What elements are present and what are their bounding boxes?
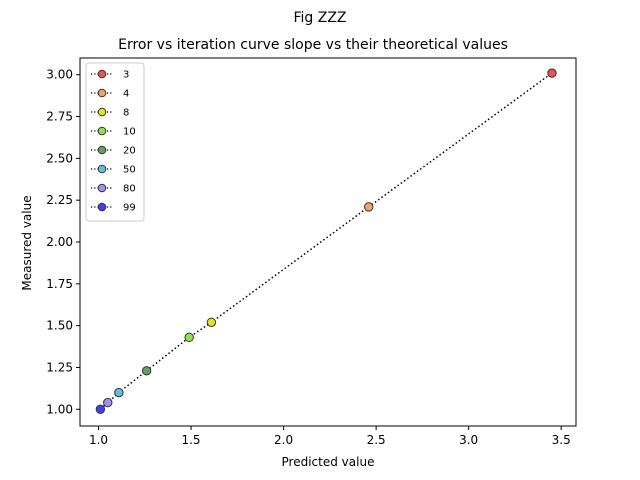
x-tick-label: 2.0 <box>274 433 293 447</box>
chart-suptitle: Fig ZZZ <box>293 10 346 26</box>
data-point-20 <box>141 366 152 376</box>
x-axis-label: Predicted value <box>282 455 375 469</box>
x-tick-label: 2.5 <box>367 433 386 447</box>
x-tick-label: 3.0 <box>459 433 478 447</box>
legend-box <box>85 62 145 222</box>
data-point-4 <box>364 202 374 212</box>
x-tick-label: 3.5 <box>552 433 571 447</box>
y-tick-label: 1.25 <box>46 360 73 374</box>
data-point-80 <box>103 397 113 408</box>
legend-marker-80 <box>97 183 107 193</box>
plot-area: 1.0 1.5 2.0 2.5 3.0 3.5 1.00 1.25 1.50 1.75 2.00 2.… <box>46 57 577 447</box>
legend-label-10: 10 <box>123 127 136 138</box>
legend-label-99: 99 <box>123 203 136 214</box>
data-point-50 <box>114 387 124 398</box>
x-tick-label: 1.5 <box>181 433 200 447</box>
y-tick-label: 1.00 <box>46 402 73 416</box>
legend-label-80: 80 <box>123 184 136 195</box>
y-tick-label: 2.50 <box>46 151 73 165</box>
y-axis-label: Measured value <box>20 195 34 290</box>
data-point-8 <box>206 317 217 327</box>
y-tick-label: 2.00 <box>46 235 73 249</box>
y-tick-label: 2.25 <box>46 193 73 207</box>
legend-label-8: 8 <box>123 108 129 119</box>
legend-marker-3 <box>97 69 107 79</box>
legend-marker-8 <box>97 107 107 117</box>
legend-marker-99 <box>97 202 107 212</box>
legend-label-4: 4 <box>123 89 129 100</box>
legend-label-50: 50 <box>123 165 136 176</box>
legend-label-3: 3 <box>123 70 129 81</box>
x-tick-label: 1.0 <box>89 433 108 447</box>
legend-marker-10 <box>97 126 107 136</box>
y-tick-label: 1.75 <box>46 277 73 291</box>
data-point-3 <box>547 68 557 78</box>
axes-frame <box>79 57 577 427</box>
chart-title: Error vs iteration curve slope vs their … <box>118 37 508 53</box>
legend-marker-20 <box>97 145 107 155</box>
y-tick-label: 3.00 <box>46 68 73 82</box>
series-line <box>99 72 553 410</box>
legend-marker-50 <box>97 164 107 174</box>
data-point-10 <box>184 332 194 343</box>
y-tick-label: 2.75 <box>46 110 73 124</box>
legend-label-20: 20 <box>123 146 136 157</box>
data-point-99 <box>95 404 106 414</box>
legend-marker-4 <box>97 88 107 98</box>
y-tick-label: 1.50 <box>46 319 73 333</box>
